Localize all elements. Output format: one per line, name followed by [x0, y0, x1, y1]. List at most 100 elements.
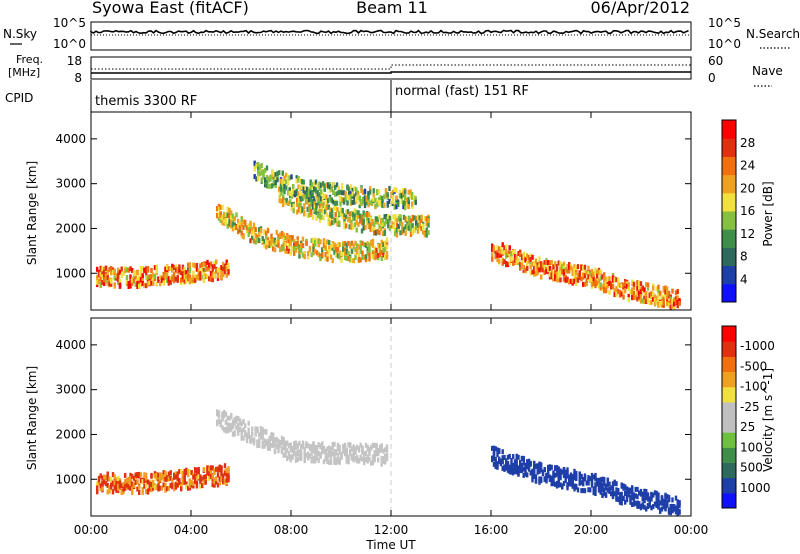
data-cell	[385, 453, 389, 459]
data-cell	[599, 489, 602, 495]
data-cell	[258, 438, 261, 444]
data-cell	[638, 490, 641, 496]
data-cell	[211, 264, 214, 270]
data-cell	[671, 497, 674, 503]
data-cell	[314, 450, 317, 456]
data-cell	[194, 473, 197, 479]
data-cell	[285, 185, 288, 191]
data-cell	[204, 479, 207, 485]
data-cell	[185, 278, 188, 284]
data-cell	[503, 245, 506, 251]
colorbar-swatch	[722, 417, 736, 433]
data-cell	[294, 242, 298, 248]
data-cell	[299, 202, 302, 208]
data-cell	[674, 299, 678, 305]
data-cell	[604, 483, 608, 489]
data-cell	[629, 487, 632, 493]
data-cell	[260, 177, 263, 183]
data-cell	[310, 443, 313, 449]
data-cell	[213, 477, 216, 483]
data-cell	[242, 225, 245, 230]
data-cell	[242, 427, 245, 433]
data-cell	[235, 418, 238, 424]
data-cell	[146, 267, 150, 273]
data-cell	[311, 182, 314, 187]
data-cell	[378, 448, 382, 453]
data-cell	[676, 295, 679, 301]
data-cell	[404, 217, 407, 223]
data-cell	[339, 207, 343, 213]
data-cell	[671, 504, 674, 509]
data-cell	[629, 289, 632, 295]
data-cell	[113, 283, 116, 289]
data-cell	[352, 258, 355, 264]
data-cell	[674, 495, 678, 501]
data-cell	[648, 498, 651, 504]
data-cell	[311, 214, 315, 220]
data-cell	[282, 197, 285, 203]
data-cell	[271, 183, 274, 189]
data-cell	[657, 284, 660, 290]
data-cell	[361, 240, 364, 246]
data-cell	[138, 484, 141, 490]
data-cell	[117, 478, 120, 484]
data-cell	[222, 473, 225, 479]
data-cell	[349, 184, 353, 190]
data-cell	[674, 290, 678, 296]
data-cell	[676, 502, 679, 508]
data-cell	[564, 473, 567, 479]
data-cell	[363, 451, 366, 456]
data-cell	[367, 223, 371, 229]
data-cell	[134, 479, 137, 485]
data-cell	[627, 297, 630, 303]
data-cell	[559, 261, 562, 267]
data-cell	[562, 268, 566, 274]
data-cell	[355, 190, 358, 196]
data-cell	[662, 286, 665, 292]
data-cell	[209, 465, 213, 471]
data-cell	[304, 194, 307, 200]
date-title: 06/Apr/2012	[590, 0, 690, 17]
data-cell	[373, 452, 376, 458]
data-cell	[341, 213, 344, 219]
data-cell	[254, 233, 257, 239]
data-cell	[554, 274, 557, 280]
data-cell	[138, 283, 141, 289]
data-cell	[310, 252, 313, 258]
data-cell	[606, 482, 609, 488]
data-cell	[178, 267, 181, 273]
data-cell	[534, 258, 538, 264]
data-cell	[233, 420, 236, 426]
data-cell	[660, 294, 664, 300]
data-cell	[256, 428, 259, 433]
data-cell	[318, 203, 322, 209]
data-cell	[354, 446, 357, 452]
data-cell	[540, 467, 543, 473]
data-cell	[292, 203, 295, 209]
data-cell	[538, 256, 541, 262]
nsearch-label: N.Search	[746, 27, 800, 41]
data-cell	[370, 199, 374, 205]
data-cell	[676, 506, 679, 512]
data-cell	[573, 264, 576, 270]
data-cell	[404, 230, 407, 236]
data-cell	[538, 464, 541, 470]
data-cell	[293, 441, 296, 447]
data-cell	[320, 207, 323, 213]
data-cell	[304, 199, 308, 205]
data-cell	[404, 189, 407, 195]
data-cell	[592, 474, 595, 480]
data-cell	[286, 440, 289, 446]
data-cell	[120, 273, 123, 279]
data-cell	[307, 254, 310, 260]
data-cell	[580, 276, 583, 282]
data-cell	[384, 459, 387, 465]
data-cell	[562, 467, 566, 472]
data-cell	[384, 242, 387, 248]
data-cell	[669, 503, 672, 509]
data-cell	[270, 432, 273, 438]
data-cell	[174, 267, 178, 273]
data-cell	[373, 250, 376, 256]
data-cell	[366, 241, 369, 247]
data-cell	[99, 272, 102, 277]
